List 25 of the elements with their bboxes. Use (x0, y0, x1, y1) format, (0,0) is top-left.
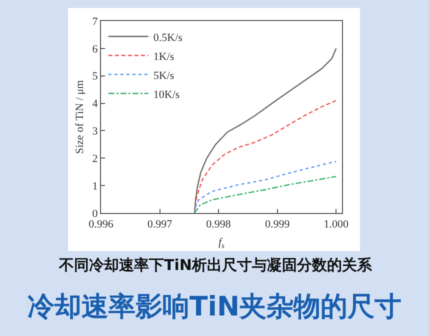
y-tick-label: 6 (92, 43, 98, 56)
line-series (194, 48, 337, 213)
y-tick-label: 5 (92, 70, 98, 83)
x-tick-label: 0.996 (88, 218, 114, 230)
y-tick-label: 3 (92, 126, 98, 138)
x-tick-label: 1.000 (324, 218, 349, 230)
y-tick-label: 1 (92, 180, 98, 192)
x-tick-label: 0.997 (147, 218, 173, 230)
y-tick-label: 2 (92, 152, 98, 165)
y-tick-label: 4 (92, 98, 98, 110)
y-axis-title: Size of TiN / μm (74, 80, 86, 154)
text: 冷却速率影响TiN夹杂物的尺寸 (27, 291, 402, 322)
legend-label: 1K/s (153, 50, 174, 63)
line-series (194, 100, 337, 213)
y-tick-label: 7 (92, 16, 98, 28)
legend-label: 5K/s (153, 70, 174, 82)
legend-label: 10K/s (153, 88, 180, 101)
legend-label: 0.5K/s (153, 32, 182, 44)
y-tick-label: 0 (92, 208, 98, 220)
line-series (194, 176, 337, 213)
x-tick-label: 0.999 (264, 218, 290, 230)
x-axis-title: f$_{s}$ (218, 236, 225, 250)
x-tick-label: 0.998 (206, 218, 232, 230)
line-series (194, 160, 337, 213)
text: 不同冷却速率下TiN析出尺寸与凝固分数的关系 (58, 256, 373, 274)
